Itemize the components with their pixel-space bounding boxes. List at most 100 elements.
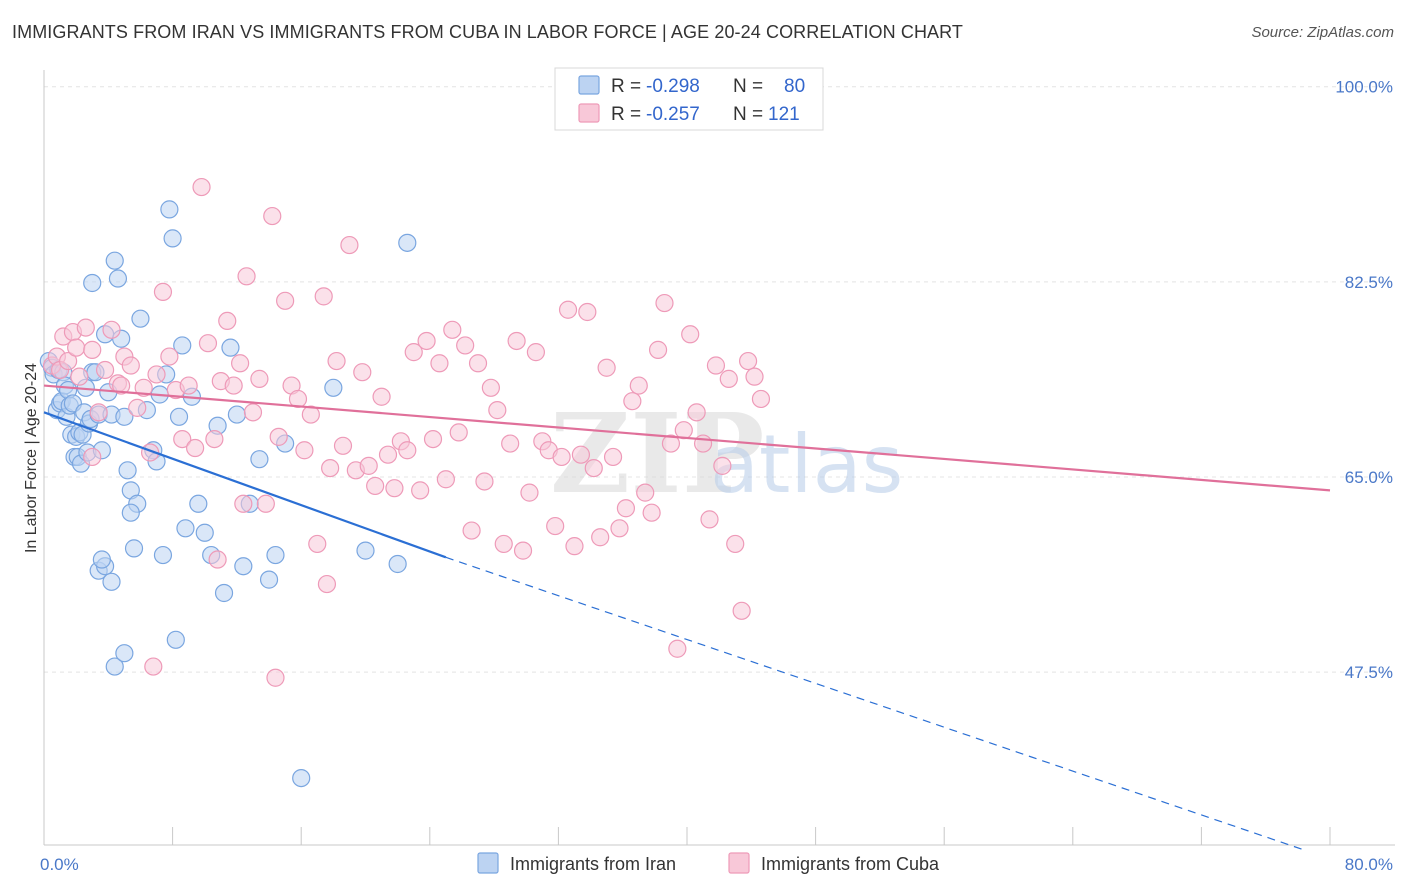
cuba-point-19 — [147, 365, 166, 384]
iran-point-76 — [324, 378, 343, 397]
cuba-point-25 — [186, 438, 205, 458]
iran-point-40 — [83, 273, 102, 293]
cuba-point-55 — [378, 445, 398, 464]
cuba-point-110 — [732, 601, 751, 620]
iran-point-67 — [221, 338, 240, 357]
cuba-point-67 — [456, 336, 475, 355]
cuba-point-91 — [610, 519, 629, 538]
cuba-point-84 — [565, 537, 584, 556]
series-cuba-points — [42, 177, 771, 687]
y-tick-label-2: 65.0% — [1345, 468, 1393, 487]
cuba-point-38 — [269, 427, 288, 446]
cuba-point-56 — [385, 479, 404, 498]
cuba-point-99 — [661, 434, 681, 453]
legend-cuba-r-value: -0.257 — [646, 104, 700, 125]
iran-point-33 — [108, 269, 128, 288]
cuba-point-11 — [95, 360, 115, 380]
legend-cuba-n-label: N = — [733, 104, 763, 125]
cuba-point-46 — [321, 458, 340, 478]
iran-point-47 — [121, 503, 140, 522]
cuba-point-76 — [513, 541, 533, 560]
cuba-point-20 — [153, 282, 173, 302]
cuba-point-105 — [700, 510, 719, 529]
cuba-point-104 — [693, 434, 713, 453]
legend-swatch-iran — [578, 75, 600, 95]
cuba-point-70 — [475, 472, 494, 491]
cuba-point-41 — [288, 389, 308, 409]
cuba-point-36 — [256, 494, 275, 513]
iran-point-59 — [173, 336, 192, 355]
cuba-point-69 — [468, 354, 488, 373]
cuba-point-42 — [295, 441, 314, 460]
cuba-point-103 — [687, 403, 706, 422]
cuba-point-65 — [443, 320, 462, 339]
cuba-point-87 — [584, 458, 603, 478]
cuba-point-108 — [719, 369, 738, 388]
cuba-point-16 — [128, 398, 147, 417]
cuba-point-101 — [674, 421, 693, 440]
cuba-point-59 — [404, 343, 423, 362]
legend-swatch-cuba — [578, 103, 600, 123]
legend-iran-r-value: -0.298 — [646, 76, 700, 97]
cuba-point-35 — [250, 369, 269, 388]
iran-point-72 — [259, 570, 279, 589]
axes — [43, 70, 1395, 846]
cuba-point-72 — [488, 401, 507, 420]
cuba-point-45 — [314, 287, 333, 306]
cuba-point-48 — [333, 436, 353, 455]
legend-iran-r-label: R = — [611, 76, 641, 97]
iran-point-55 — [160, 200, 179, 219]
chart-source: Source: ZipAtlas.com — [1251, 24, 1394, 41]
cuba-point-61 — [417, 331, 436, 351]
iran-point-63 — [195, 523, 214, 542]
legend-cuba-r-label: R = — [611, 104, 641, 125]
cuba-point-88 — [591, 528, 610, 547]
cuba-point-51 — [353, 363, 372, 382]
cuba-point-8 — [76, 318, 95, 337]
iran-point-77 — [356, 541, 375, 560]
cuba-point-89 — [597, 358, 616, 377]
cuba-point-64 — [436, 470, 455, 489]
cuba-point-74 — [501, 434, 520, 453]
iran-point-68 — [227, 405, 246, 424]
cuba-point-106 — [706, 356, 726, 375]
cuba-point-30 — [218, 311, 237, 330]
cuba-point-44 — [308, 534, 327, 554]
watermark-atlas: atlas — [710, 418, 903, 511]
cuba-point-49 — [340, 235, 359, 255]
cuba-point-26 — [192, 177, 211, 197]
cuba-point-112 — [745, 367, 764, 386]
trend-line-iran — [43, 411, 447, 559]
cuba-point-114 — [144, 657, 163, 676]
cuba-point-119 — [234, 494, 253, 513]
cuba-point-54 — [372, 387, 391, 406]
iran-point-46 — [92, 550, 111, 569]
cuba-point-47 — [327, 351, 346, 371]
cuba-point-58 — [398, 441, 417, 460]
cuba-point-86 — [578, 302, 597, 322]
cuba-point-116 — [83, 447, 102, 467]
grid-lines — [44, 86, 1395, 673]
cuba-point-75 — [507, 331, 526, 351]
iran-point-69 — [234, 557, 253, 576]
cuba-point-95 — [636, 483, 655, 502]
cuba-point-23 — [173, 430, 192, 449]
cuba-point-94 — [629, 376, 648, 395]
x-tick-label-1: 80.0% — [1345, 855, 1393, 874]
cuba-point-53 — [366, 476, 385, 496]
cuba-point-82 — [552, 447, 571, 467]
cuba-point-107 — [713, 456, 732, 475]
cuba-point-4 — [59, 351, 78, 371]
cuba-point-9 — [83, 340, 102, 359]
cuba-point-115 — [266, 668, 285, 687]
cuba-point-96 — [642, 503, 661, 522]
bottom-legend-swatch-iran — [477, 852, 499, 874]
cuba-point-97 — [648, 340, 668, 359]
cuba-point-33 — [237, 267, 256, 286]
watermark: ZIP atlas — [550, 389, 903, 518]
top-legend: R = -0.298 N = 80 R = -0.257 N = 121 — [554, 67, 824, 131]
cuba-point-111 — [738, 351, 758, 371]
cuba-point-93 — [623, 392, 642, 411]
trend-lines — [43, 384, 1331, 852]
